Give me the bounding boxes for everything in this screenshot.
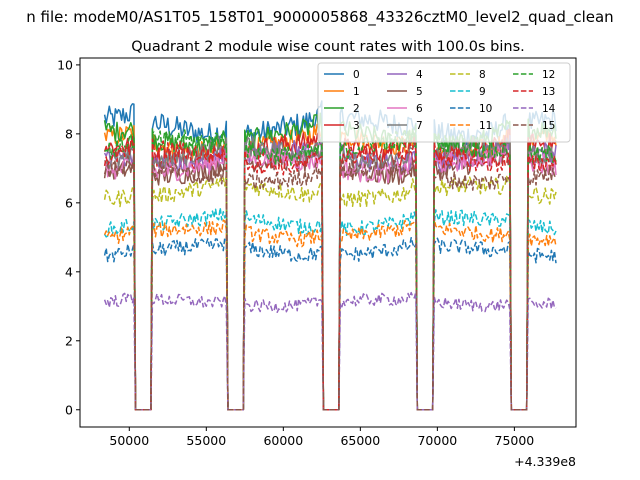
legend-entry-9: 9 bbox=[479, 86, 486, 98]
legend-entry-5: 5 bbox=[416, 86, 423, 98]
legend-entry-2: 2 bbox=[353, 103, 360, 115]
legend-entry-15: 15 bbox=[542, 120, 555, 132]
series-line-9 bbox=[103, 207, 557, 411]
series-line-5 bbox=[103, 146, 557, 411]
figure-suptitle: n file: modeM0/AS1T05_158T01_9000005868_… bbox=[26, 8, 613, 27]
legend-entry-7: 7 bbox=[416, 120, 423, 132]
legend-entry-13: 13 bbox=[542, 86, 555, 98]
x-tick-label: 75000 bbox=[495, 433, 535, 448]
y-tick-label: 0 bbox=[65, 402, 73, 417]
legend-entry-10: 10 bbox=[479, 103, 492, 115]
legend-entry-1: 1 bbox=[353, 86, 360, 98]
legend-entry-8: 8 bbox=[479, 69, 486, 81]
chart-title: Quadrant 2 module wise count rates with … bbox=[131, 39, 525, 55]
x-tick-label: 65000 bbox=[340, 433, 380, 448]
y-axis-ticks: 0 2 4 6 8 10 bbox=[57, 57, 80, 417]
series-line-10 bbox=[103, 236, 557, 411]
series-line-14 bbox=[103, 291, 557, 411]
series-line-15 bbox=[103, 154, 557, 411]
x-tick-label: 70000 bbox=[417, 433, 457, 448]
x-axis-ticks: 50000 55000 60000 65000 70000 75000 bbox=[109, 427, 534, 448]
legend-entry-11: 11 bbox=[479, 120, 492, 132]
legend-box bbox=[317, 62, 571, 143]
axes-frame bbox=[79, 57, 577, 428]
legend-entry-4: 4 bbox=[416, 69, 423, 81]
plot-lines bbox=[103, 100, 557, 411]
x-tick-label: 60000 bbox=[263, 433, 303, 448]
x-tick-label: 50000 bbox=[109, 433, 149, 448]
legend-entry-6: 6 bbox=[416, 103, 423, 115]
legend-entry-14: 14 bbox=[542, 103, 556, 115]
series-line-8 bbox=[103, 174, 557, 411]
legend-entry-0: 0 bbox=[353, 69, 360, 81]
y-tick-label: 6 bbox=[65, 195, 73, 210]
series-line-4 bbox=[103, 134, 557, 411]
legend-entry-3: 3 bbox=[353, 120, 360, 132]
x-tick-label: 55000 bbox=[186, 433, 226, 448]
series-line-7 bbox=[103, 135, 557, 411]
legend-entry-12: 12 bbox=[542, 69, 555, 81]
y-tick-label: 8 bbox=[65, 126, 73, 141]
x-offset-label: +4.339e8 bbox=[514, 454, 576, 469]
y-tick-label: 2 bbox=[65, 333, 73, 348]
y-tick-label: 10 bbox=[57, 57, 73, 72]
y-tick-label: 4 bbox=[65, 264, 73, 279]
series-line-13 bbox=[103, 136, 557, 411]
